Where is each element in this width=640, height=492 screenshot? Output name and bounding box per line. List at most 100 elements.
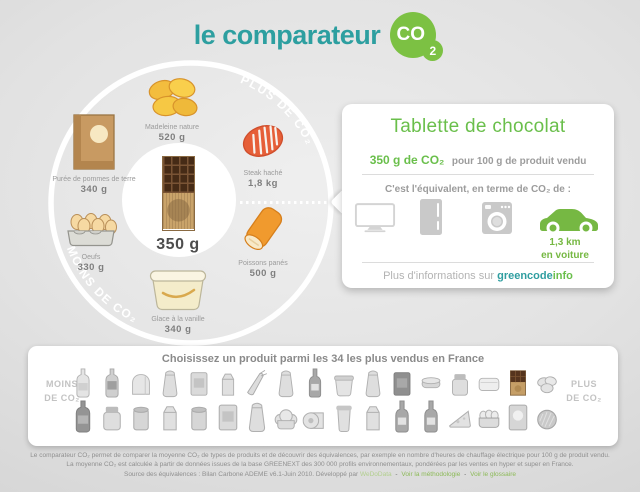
- steak-icon: [242, 125, 284, 157]
- app-header: le comparateur CO 2: [0, 12, 640, 61]
- car-equivalence-caption: 1,3 km en voiture: [528, 237, 602, 262]
- footnote-line-2: La moyenne CO₂ est calculée à partir de …: [66, 461, 574, 469]
- egg-carton-icon: [67, 213, 117, 247]
- chocolate-bar-icon: [161, 156, 195, 231]
- footnote-line-3: Source des équivalences : Bilan Carbone …: [123, 470, 516, 478]
- ravioli-box-icon[interactable]: [186, 368, 212, 398]
- dark-bottle-icon[interactable]: [70, 400, 96, 433]
- products-row-1: [70, 368, 560, 398]
- more-info-prefix: Plus d'informations sur: [383, 270, 495, 282]
- co2-value: 350 g de CO₂: [369, 153, 445, 167]
- yogurt-jar-icon[interactable]: [99, 400, 125, 433]
- plus-de-co2-scale-label: PLUS DE CO₂: [566, 379, 602, 403]
- product-label: Glace à la vanille: [151, 316, 205, 323]
- juice-carton-icon[interactable]: [215, 368, 241, 398]
- yogurt-pot-icon[interactable]: [331, 400, 357, 433]
- milk-carton-icon[interactable]: [157, 400, 183, 433]
- product-co2-weight: 1,8 kg: [248, 178, 278, 190]
- water-bottle-icon[interactable]: [70, 368, 96, 398]
- frozen-bag-icon[interactable]: [244, 400, 270, 433]
- product-label: Madeleine nature: [144, 124, 200, 131]
- spirit-bottle-icon[interactable]: [418, 400, 444, 433]
- jam-jar-icon[interactable]: [447, 368, 473, 398]
- dotted-connector: [240, 201, 342, 204]
- brand-greencode: greencode: [497, 270, 553, 282]
- greencodeinfo-link[interactable]: Plus d'informations sur greencodeinfo: [342, 270, 614, 282]
- rice-bag-icon[interactable]: [273, 368, 299, 398]
- selected-product-co2-weight: 350 g: [156, 236, 200, 253]
- puree-box-icon: [73, 114, 115, 170]
- fish-sticks-icon: [244, 207, 283, 251]
- flour-bag-icon[interactable]: [157, 368, 183, 398]
- car-icon: [539, 209, 598, 235]
- footnote: Le comparateur CO₂ permet de comparer la…: [10, 451, 630, 479]
- egg-box-icon[interactable]: [476, 400, 502, 433]
- footnote-source-prefix: Source des équivalences : Bilan Carbone …: [123, 470, 359, 478]
- oil-bottle-icon[interactable]: [389, 400, 415, 433]
- app-title: le comparateur: [193, 19, 381, 50]
- sandwich-bread-icon[interactable]: [128, 368, 154, 398]
- cereal-box-icon[interactable]: [215, 400, 241, 433]
- car-equivalence-value: 1,3 km: [549, 237, 581, 248]
- wheel-product-chocolat-selected[interactable]: 350 g: [146, 156, 210, 254]
- brioche-icon[interactable]: [273, 400, 299, 433]
- co2-logo-badge: CO 2: [390, 12, 444, 61]
- tin-can-icon[interactable]: [186, 400, 212, 433]
- cream-carton-icon[interactable]: [360, 400, 386, 433]
- glossary-link[interactable]: Voir le glossaire: [470, 470, 516, 478]
- wedodata-link[interactable]: WeDoData: [359, 470, 392, 478]
- leeks-icon[interactable]: [244, 368, 270, 398]
- product-label: Purée de pommes de terre: [52, 176, 136, 183]
- wheel-product-poissons-panes[interactable]: Poissons panés 500 g: [213, 202, 313, 279]
- flour-pack-icon[interactable]: [505, 400, 531, 433]
- wheel-product-madeleine[interactable]: Madeleine nature 520 g: [122, 76, 222, 143]
- wheel-product-glace-vanille[interactable]: Glace à la vanille 340 g: [128, 266, 228, 335]
- product-co2-weight: 520 g: [158, 132, 186, 144]
- card-divider: [362, 262, 594, 263]
- product-co2-weight: 330 g: [77, 262, 105, 274]
- product-co2-weight: 340 g: [164, 324, 192, 336]
- product-co2-weight: 500 g: [249, 268, 277, 280]
- products-row-2: [70, 400, 560, 433]
- co2-logo-main: CO: [390, 12, 437, 58]
- wheel-product-oeufs[interactable]: Oeufs 330 g: [41, 210, 141, 273]
- chocolate-tablet-icon[interactable]: [505, 368, 531, 398]
- footnote-line-1: Le comparateur CO₂ permet de comparer la…: [30, 452, 610, 459]
- wheel-product-puree-pommes-terre[interactable]: Purée de pommes de terre 340 g: [44, 112, 144, 195]
- methodology-link[interactable]: Voir la méthodologie: [401, 470, 461, 478]
- madeleine-icon: [148, 78, 198, 117]
- preserve-can-icon[interactable]: [128, 400, 154, 433]
- ground-steak-icon[interactable]: [534, 400, 560, 433]
- product-chooser-bar: Choisissez un produit parmi les 34 les p…: [28, 346, 618, 446]
- sugar-bag-icon[interactable]: [360, 368, 386, 398]
- fresh-tray-icon[interactable]: [476, 368, 502, 398]
- butter-tub-icon[interactable]: [331, 368, 357, 398]
- wheel-product-steak[interactable]: Steak haché 1,8 kg: [213, 116, 313, 189]
- fridge-icon: [420, 199, 442, 235]
- product-label: Poissons panés: [238, 260, 288, 267]
- car-equivalence-unit: en voiture: [541, 249, 589, 261]
- coffee-pack-icon[interactable]: [389, 368, 415, 398]
- moins-de-co2-scale-label: MOINS DE CO₂: [44, 379, 80, 403]
- product-label: Oeufs: [81, 254, 101, 261]
- product-detail-card: Tablette de chocolat 350 g de CO₂ pour 1…: [342, 104, 614, 288]
- card-divider: [362, 174, 594, 175]
- washing-machine-icon: [482, 202, 512, 234]
- product-label: Steak haché: [243, 170, 283, 177]
- camembert-box-icon[interactable]: [418, 368, 444, 398]
- co2-value-suffix: pour 100 g de produit vendu: [451, 156, 587, 167]
- card-title: Tablette de chocolat: [390, 116, 566, 137]
- brand-info: info: [552, 270, 573, 282]
- madeleines-icon[interactable]: [534, 368, 560, 398]
- ice-cream-tub-icon: [149, 270, 207, 311]
- cheese-wedge-icon[interactable]: [447, 400, 473, 433]
- product-chooser-title: Choisissez un produit parmi les 34 les p…: [161, 353, 485, 365]
- paper-towel-roll-icon[interactable]: [302, 400, 328, 433]
- co2-per-product-line: 350 g de CO₂ pour 100 g de produit vendu: [342, 151, 614, 169]
- co2-logo-subscript: 2: [422, 40, 444, 61]
- soda-bottle-icon[interactable]: [99, 368, 125, 398]
- tv-icon: [354, 203, 396, 233]
- wine-bottle-icon[interactable]: [302, 368, 328, 398]
- product-co2-weight: 340 g: [80, 184, 108, 196]
